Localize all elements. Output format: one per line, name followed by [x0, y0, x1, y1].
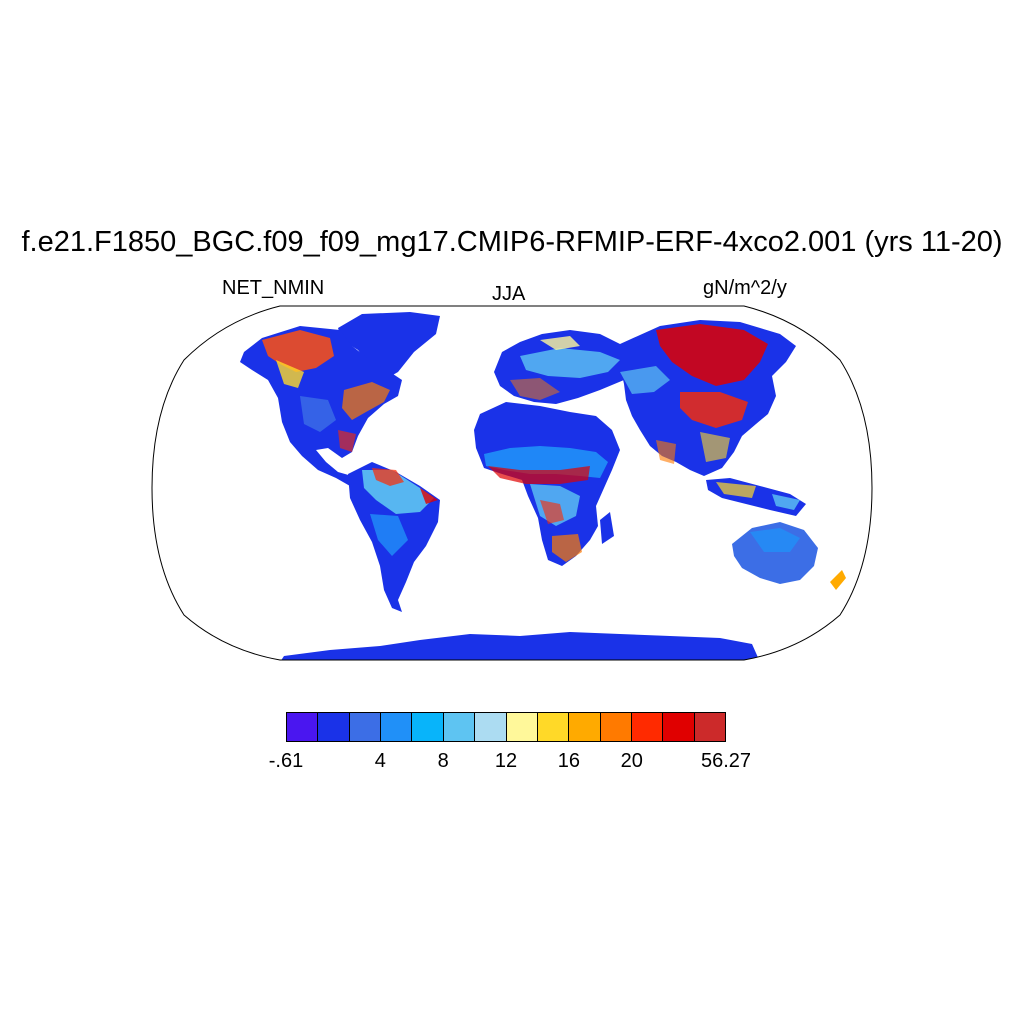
colorbar-box [569, 713, 601, 741]
units-label: gN/m^2/y [703, 277, 787, 299]
colorbar-tick-label: 4 [374, 750, 386, 772]
colorbar-box [318, 713, 350, 741]
plot-title: f.e21.F1850_BGC.f09_f09_mg17.CMIP6-RFMIP… [21, 226, 1003, 258]
colorbar-tick-label: 12 [494, 750, 518, 772]
colorbar [286, 712, 726, 742]
colorbar-box [443, 713, 476, 741]
new-zealand [830, 570, 846, 590]
colorbar-box [381, 713, 413, 741]
colorbar-box [694, 713, 726, 741]
colorbar-tick-label: 8 [437, 750, 449, 772]
colorbar-box [506, 713, 538, 741]
globe-outline [151, 305, 873, 661]
antarctica [280, 632, 760, 660]
colorbar-box [631, 713, 664, 741]
colorbar-box [663, 713, 695, 741]
colorbar-box [287, 713, 319, 741]
colorbar-tick-label: -.61 [268, 750, 304, 772]
greenland [338, 312, 440, 380]
variable-name: NET_NMIN [222, 277, 325, 299]
colorbar-box [600, 713, 632, 741]
colorbar-tick-label: 20 [620, 750, 643, 772]
colorbar-box [349, 713, 382, 741]
colorbar-box [412, 713, 444, 741]
colorbar-tick-label: 16 [557, 750, 580, 772]
colorbar-tick-label: 56.27 [700, 750, 752, 772]
colorbar-box [475, 713, 507, 741]
colorbar-box [537, 713, 570, 741]
season-label: JJA [492, 283, 526, 305]
